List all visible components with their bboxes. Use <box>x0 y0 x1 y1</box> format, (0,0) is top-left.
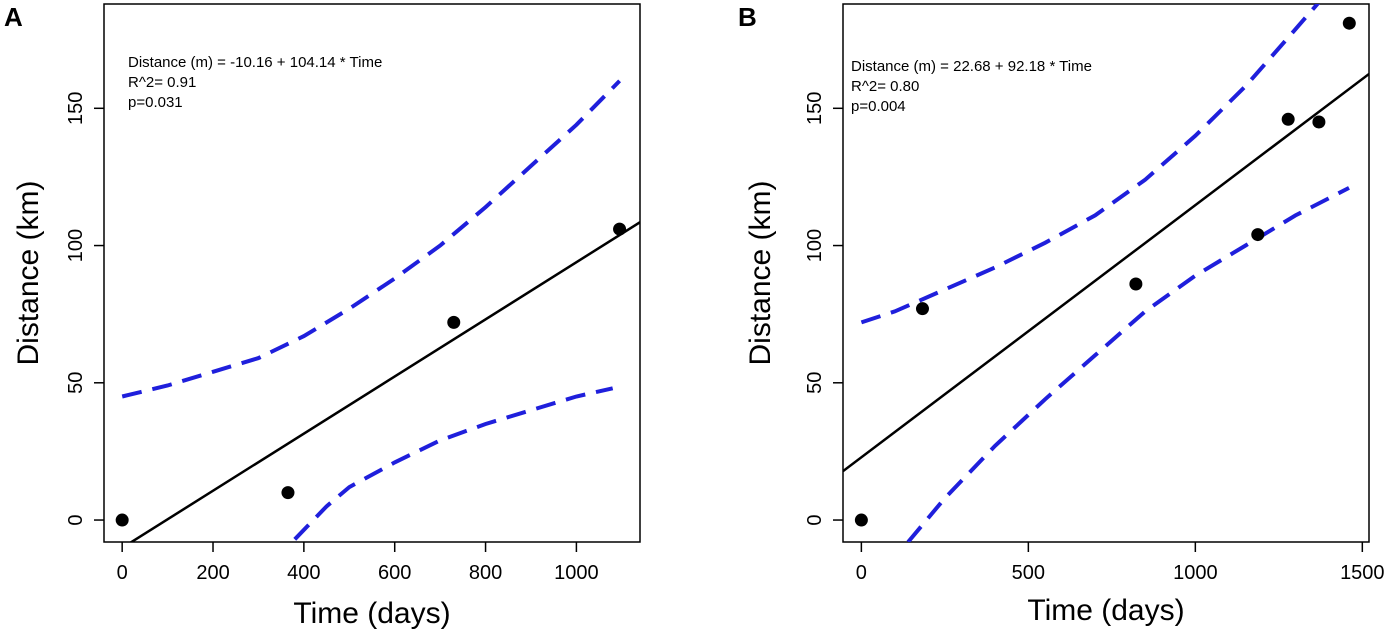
plot-frame <box>842 3 1370 543</box>
y-tick-label: 150 <box>804 92 826 125</box>
confidence-band <box>121 79 622 541</box>
fit-line <box>843 72 1369 473</box>
p-value-label: p=0.031 <box>128 94 183 111</box>
panel-letter: A <box>4 2 23 32</box>
equation-label: Distance (m) = -10.16 + 104.14 * Time <box>128 54 382 71</box>
y-tick-label: 50 <box>65 372 87 394</box>
x-tick-label: 0 <box>117 562 128 584</box>
panel-letter: B <box>738 2 757 32</box>
data-point <box>281 486 295 500</box>
data-points <box>854 16 1356 527</box>
ci-upper-line <box>121 79 622 399</box>
y-tick-label: 150 <box>65 92 87 125</box>
data-point <box>1281 112 1295 126</box>
x-axis: 0 500 1000 1500 <box>856 542 1385 584</box>
y-tick-label: 100 <box>804 229 826 262</box>
plot-frame <box>103 3 641 543</box>
y-axis: 0 50 100 150 <box>804 92 843 526</box>
data-point <box>1342 16 1356 30</box>
regression-line <box>843 72 1369 473</box>
y-axis: 0 50 100 150 <box>65 92 104 526</box>
ci-lower-line <box>293 386 614 541</box>
y-axis-title: Distance (km) <box>744 180 777 365</box>
x-tick-label: 400 <box>287 562 320 584</box>
data-point <box>447 315 461 329</box>
equation-label: Distance (m) = 22.68 + 92.18 * Time <box>851 58 1092 75</box>
y-tick-label: 100 <box>65 229 87 262</box>
data-point <box>1312 115 1326 129</box>
confidence-band <box>860 4 1350 542</box>
regression-line <box>129 221 640 542</box>
data-points <box>115 222 627 527</box>
panel-a: A 0 200 400 600 800 1000 0 50 100 150 Distance (… <box>4 2 641 630</box>
x-tick-label: 600 <box>378 562 411 584</box>
x-tick-label: 800 <box>469 562 502 584</box>
x-tick-label: 1500 <box>1340 562 1385 584</box>
data-point <box>1129 277 1143 291</box>
data-point <box>1251 228 1265 242</box>
x-axis: 0 200 400 600 800 1000 <box>117 542 599 584</box>
ci-upper-line <box>860 4 1321 325</box>
y-tick-label: 0 <box>804 514 826 525</box>
data-point <box>115 513 129 527</box>
x-tick-label: 200 <box>196 562 229 584</box>
x-tick-label: 1000 <box>554 562 599 584</box>
r-squared-label: R^2= 0.80 <box>851 78 919 95</box>
x-tick-label: 1000 <box>1173 562 1218 584</box>
data-point <box>613 222 627 236</box>
x-tick-label: 0 <box>856 562 867 584</box>
ci-lower-line <box>906 186 1350 542</box>
p-value-label: p=0.004 <box>851 98 906 115</box>
y-tick-label: 0 <box>65 514 87 525</box>
y-tick-label: 50 <box>804 372 826 394</box>
x-axis-title: Time (days) <box>293 597 450 630</box>
data-point <box>854 513 868 527</box>
x-axis-title: Time (days) <box>1027 594 1184 627</box>
panel-b: B 0 500 1000 1500 0 50 100 150 Distance (m) = … <box>738 2 1385 627</box>
fit-line <box>129 221 640 542</box>
r-squared-label: R^2= 0.91 <box>128 74 196 91</box>
y-axis-title: Distance (km) <box>12 180 45 365</box>
data-point <box>915 302 929 316</box>
x-tick-label: 500 <box>1012 562 1045 584</box>
